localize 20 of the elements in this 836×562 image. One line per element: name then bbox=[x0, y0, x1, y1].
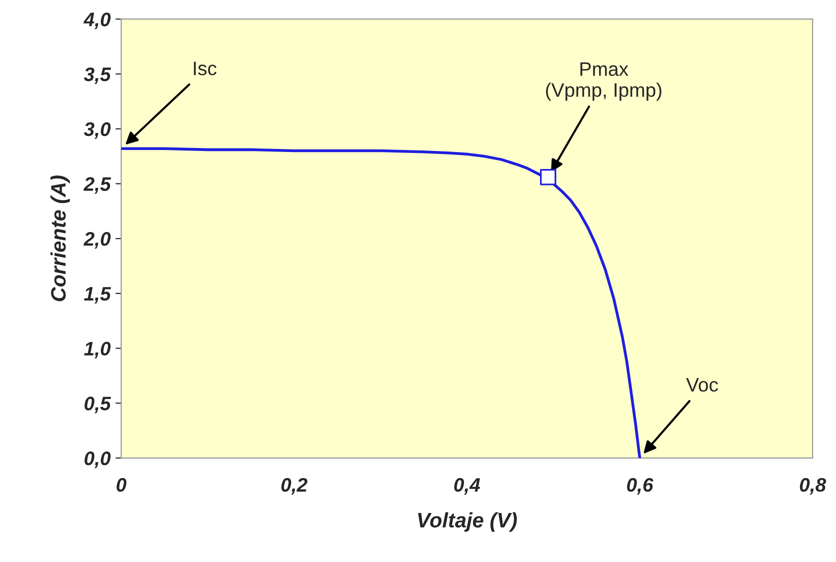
y-tick-label: 0,5 bbox=[84, 396, 112, 414]
x-tick-label: 0,6 bbox=[627, 478, 654, 495]
y-tick-label: 1,0 bbox=[84, 342, 111, 358]
x-tick-label: 0,2 bbox=[281, 478, 308, 495]
y-axis-title: Corriente (A) bbox=[50, 176, 70, 302]
y-tick-label: 4,0 bbox=[83, 12, 111, 30]
y-tick-label: 3,5 bbox=[84, 67, 112, 84]
annotation: Isc bbox=[194, 62, 216, 76]
y-tick-label: 0,0 bbox=[84, 452, 111, 468]
y-tick-label: 2,0 bbox=[83, 232, 111, 249]
annotation: Voc bbox=[686, 378, 718, 392]
x-tick-label: 0 bbox=[116, 478, 126, 492]
y-tick-label: 2,5 bbox=[83, 177, 112, 194]
line-series bbox=[121, 147, 642, 458]
y-tick-label: 3,0 bbox=[84, 122, 111, 139]
annotation: Pmax (Vpmp, Ipmp) bbox=[546, 62, 662, 101]
y-tick-label: 1,5 bbox=[84, 287, 112, 304]
x-tick-label: 0,4 bbox=[454, 478, 480, 495]
x-axis-title: Voltaje (V) bbox=[418, 512, 517, 532]
x-tick-label: 0,8 bbox=[800, 478, 826, 495]
